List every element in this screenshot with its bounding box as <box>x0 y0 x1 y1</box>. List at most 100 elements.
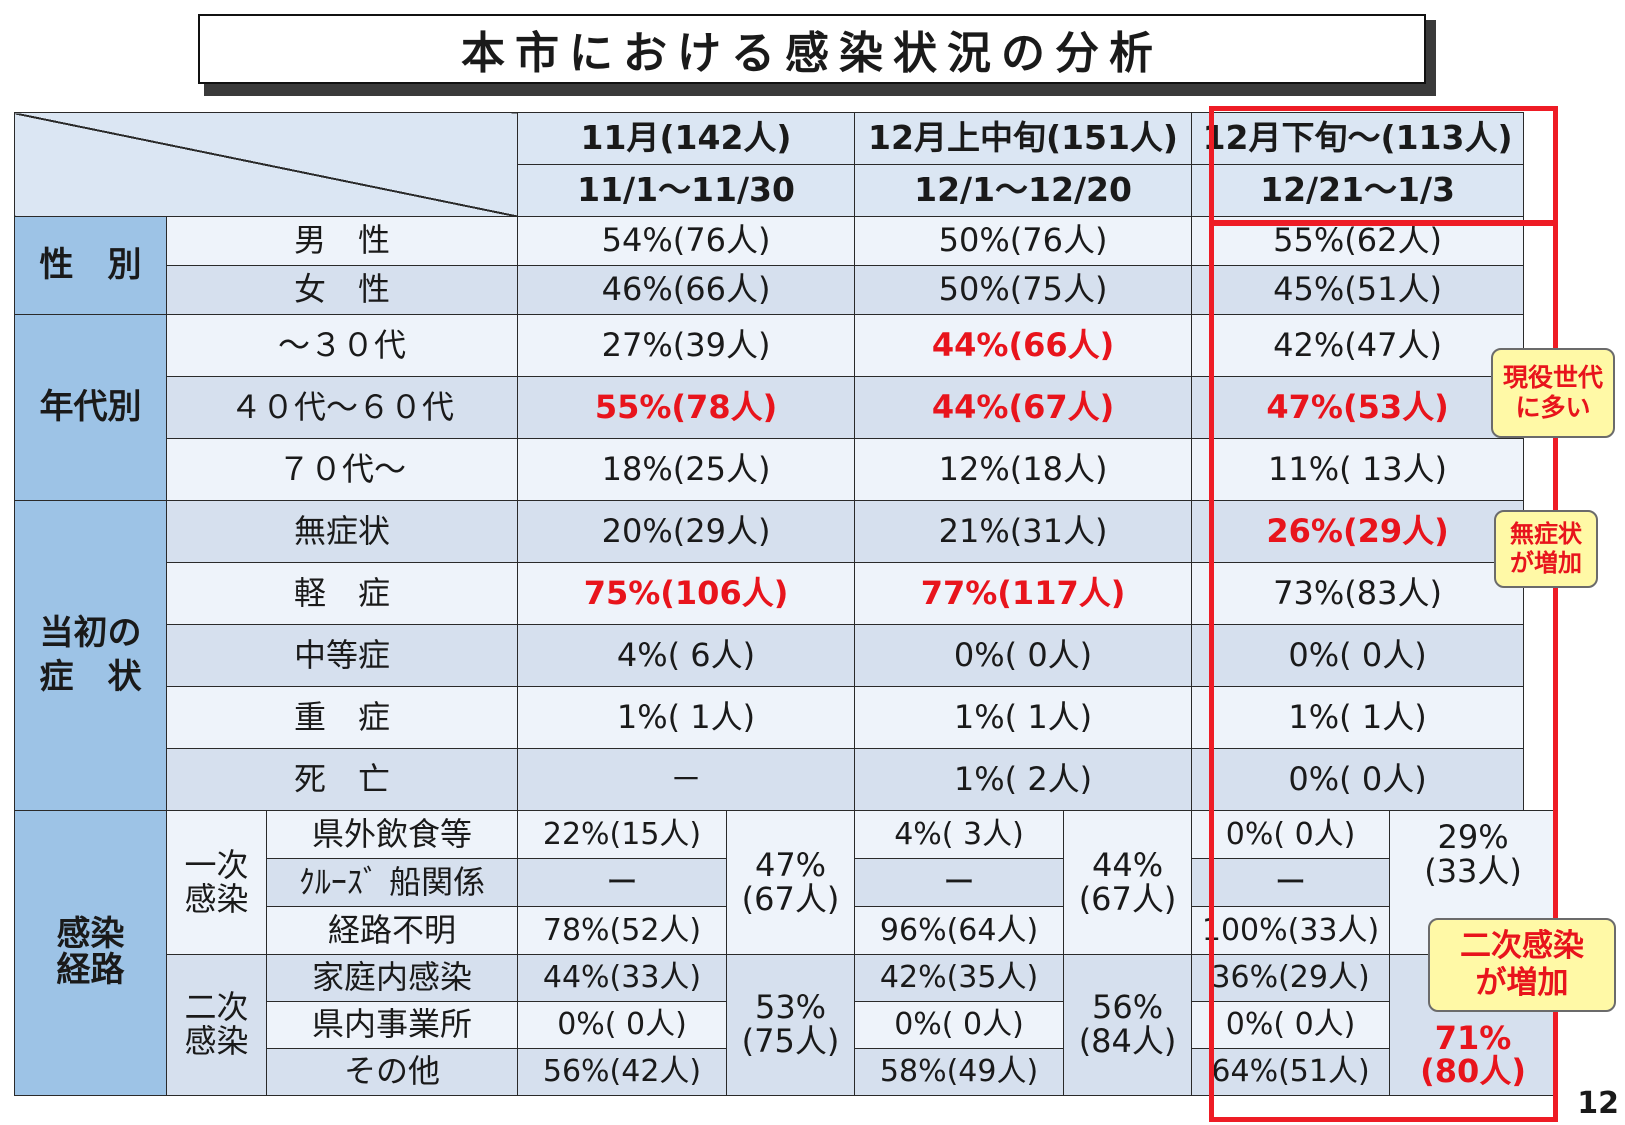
header-nov-range: 11/1～11/30 <box>517 164 856 217</box>
row-label: 男 性 <box>165 216 519 266</box>
value-cell: 0%( 0人) <box>854 1001 1065 1049</box>
value-cell: 1%( 1人) <box>517 686 856 749</box>
category-symptom-line1: 当初の <box>39 612 142 653</box>
value-cell: 36%(29人) <box>1191 954 1391 1002</box>
row-label: ～３０代 <box>165 314 519 377</box>
row-label: 死 亡 <box>165 748 519 811</box>
value-cell-highlight: 47%(53人) <box>1191 376 1525 439</box>
value-cell: 18%(25人) <box>517 438 856 501</box>
header-nov: 11月(142人) <box>517 112 856 165</box>
note-asymptomatic-line2: が増加 <box>1510 549 1582 577</box>
primary-total-dec-late-pct: 29% <box>1437 818 1509 856</box>
secondary-total-nov-count: (75人) <box>741 1022 840 1060</box>
value-cell: ー <box>854 858 1065 907</box>
value-cell: 46%(66人) <box>517 265 856 315</box>
value-cell: 20%(29人) <box>517 500 856 563</box>
value-cell: 21%(31人) <box>854 500 1193 563</box>
secondary-total-dec-late-pct: 71% <box>1434 1018 1512 1057</box>
row-label: 家庭内感染 <box>265 954 519 1002</box>
value-cell: 96%(64人) <box>854 906 1065 955</box>
value-cell: 45%(51人) <box>1191 265 1525 315</box>
header-dec-late: 12月下旬～(113人) <box>1191 112 1525 165</box>
value-cell: 4%( 6人) <box>517 624 856 687</box>
row-label: 軽 症 <box>165 562 519 625</box>
category-age: 年代別 <box>14 314 167 501</box>
note-working-age-line1: 現役世代 <box>1502 363 1603 392</box>
value-cell: 4%( 3人) <box>854 810 1065 859</box>
value-cell: 55%(62人) <box>1191 216 1525 266</box>
value-cell: 1%( 1人) <box>854 686 1193 749</box>
header-dec-early: 12月上中旬(151人) <box>854 112 1193 165</box>
row-label: 経路不明 <box>265 906 519 955</box>
value-cell: 54%(76人) <box>517 216 856 266</box>
primary-total-nov-count: (67人) <box>741 879 840 918</box>
value-cell: 0%( 0人) <box>517 1001 728 1049</box>
secondary-total-dec-late-count: (80人) <box>1420 1052 1526 1091</box>
value-cell: 56%(42人) <box>517 1048 728 1096</box>
primary-total-dec-early-count: (67人) <box>1078 879 1177 918</box>
value-cell: ー <box>1191 858 1391 907</box>
value-cell: 73%(83人) <box>1191 562 1525 625</box>
primary-total-nov-pct: 47% <box>754 845 827 884</box>
value-cell: 78%(52人) <box>517 906 728 955</box>
corner-cell <box>13 112 519 217</box>
subcategory-primary-line1: 一次 <box>184 845 249 884</box>
primary-total-dec-early: 44% (67人) <box>1063 810 1193 955</box>
primary-total-nov: 47% (67人) <box>726 810 856 955</box>
row-label: ４０代～６０代 <box>165 376 519 439</box>
note-working-age-line2: に多い <box>1515 393 1591 422</box>
subcategory-secondary-line1: 二次 <box>184 988 249 1027</box>
category-gender: 性 別 <box>14 216 167 315</box>
value-cell: 0%( 0人) <box>854 624 1193 687</box>
subcategory-secondary: 二次 感染 <box>166 954 267 1096</box>
value-cell: 50%(75人) <box>854 265 1193 315</box>
secondary-total-nov-pct: 53% <box>754 988 827 1027</box>
primary-total-dec-late-count: (33人) <box>1424 851 1522 890</box>
value-cell: 58%(49人) <box>854 1048 1065 1096</box>
value-cell: 42%(35人) <box>854 954 1065 1002</box>
note-asymptomatic: 無症状 が増加 <box>1494 510 1598 588</box>
value-cell: 0%( 0人) <box>1191 810 1391 859</box>
row-label: 女 性 <box>165 265 519 315</box>
header-dec-early-range: 12/1～12/20 <box>854 164 1193 217</box>
row-label: ７０代～ <box>165 438 519 501</box>
value-cell-highlight: 55%(78人) <box>517 376 856 439</box>
category-route-line1: 感染 <box>56 914 125 955</box>
secondary-total-nov: 53% (75人) <box>726 954 856 1096</box>
row-label: 県内事業所 <box>265 1001 519 1049</box>
value-cell: 0%( 0人) <box>1191 624 1525 687</box>
value-cell-highlight: 44%(67人) <box>854 376 1193 439</box>
value-cell: ー <box>517 858 728 907</box>
page-number: 12 <box>1577 1086 1619 1121</box>
row-label: 重 症 <box>165 686 519 749</box>
secondary-total-dec-early-pct: 56% <box>1091 988 1164 1027</box>
row-label: 中等症 <box>165 624 519 687</box>
value-cell-highlight: 77%(117人) <box>854 562 1193 625</box>
value-cell: 50%(76人) <box>854 216 1193 266</box>
page-title: 本市における感染状況の分析 <box>198 14 1426 84</box>
subcategory-secondary-line2: 感染 <box>184 1022 249 1060</box>
value-cell: 0%( 0人) <box>1191 748 1525 811</box>
value-cell: － <box>517 748 856 811</box>
note-asymptomatic-line1: 無症状 <box>1510 520 1582 549</box>
category-route-line2: 経路 <box>56 950 125 990</box>
note-secondary-line1: 二次感染 <box>1460 927 1584 964</box>
note-secondary-increase: 二次感染 が増加 <box>1428 918 1616 1012</box>
spacer <box>1524 113 1557 217</box>
row-label: その他 <box>265 1048 519 1096</box>
value-cell: 11%( 13人) <box>1191 438 1525 501</box>
value-cell-highlight: 44%(66人) <box>854 314 1193 377</box>
value-cell: 27%(39人) <box>517 314 856 377</box>
row-label: 無症状 <box>165 500 519 563</box>
category-symptom: 当初の 症 状 <box>14 500 167 811</box>
value-cell: 0%( 0人) <box>1191 1001 1391 1049</box>
note-working-age: 現役世代 に多い <box>1491 348 1615 438</box>
value-cell: 22%(15人) <box>517 810 728 859</box>
row-label: 県外飲食等 <box>265 810 519 859</box>
value-cell: 12%(18人) <box>854 438 1193 501</box>
secondary-total-dec-early: 56% (84人) <box>1063 954 1193 1096</box>
subcategory-primary: 一次 感染 <box>166 810 267 955</box>
row-label: ｸﾙｰｽﾞ 船関係 <box>265 858 519 907</box>
value-cell: 42%(47人) <box>1191 314 1525 377</box>
category-route: 感染 経路 <box>14 810 167 1096</box>
